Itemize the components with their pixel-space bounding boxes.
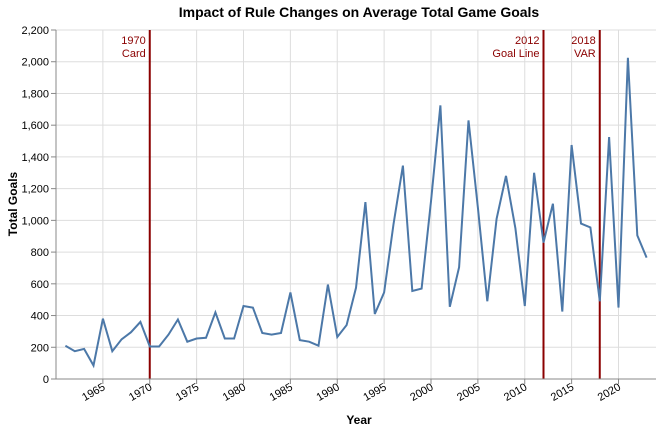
rule-change-name-label: Goal Line bbox=[492, 48, 539, 60]
y-tick-label: 2,200 bbox=[21, 25, 49, 37]
x-tick-label: 1975 bbox=[174, 381, 201, 404]
x-tick-label: 1965 bbox=[80, 381, 107, 404]
y-tick-label: 1,400 bbox=[21, 152, 49, 164]
total-goals-line bbox=[64, 57, 648, 369]
x-tick-label: 2005 bbox=[455, 381, 482, 404]
y-tick-label: 2,000 bbox=[21, 57, 49, 69]
y-tick-label: 1,600 bbox=[21, 120, 49, 132]
y-tick-label: 1,800 bbox=[21, 88, 49, 100]
rule-change-year-label: 1970 bbox=[121, 35, 145, 47]
y-tick-label: 200 bbox=[31, 342, 49, 354]
x-tick-label: 2010 bbox=[502, 381, 529, 404]
y-tick-label: 400 bbox=[31, 311, 49, 323]
x-tick-label: 1995 bbox=[361, 381, 388, 404]
rule-change-name-label: Card bbox=[122, 48, 146, 60]
x-tick-label: 1985 bbox=[268, 381, 295, 404]
x-tick-label: 1980 bbox=[221, 381, 248, 404]
y-tick-label: 800 bbox=[31, 247, 49, 259]
y-tick-label: 600 bbox=[31, 279, 49, 291]
x-tick-label: 2015 bbox=[549, 381, 576, 404]
chart-title: Impact of Rule Changes on Average Total … bbox=[179, 4, 540, 20]
rule-change-name-label: VAR bbox=[574, 48, 596, 60]
series bbox=[64, 57, 648, 369]
x-tick-label: 2020 bbox=[596, 381, 623, 404]
x-axis-title: Year bbox=[346, 413, 372, 427]
rule-change-year-label: 2012 bbox=[515, 35, 539, 47]
y-axis-title: Total Goals bbox=[6, 171, 20, 236]
grid bbox=[56, 29, 656, 380]
y-tick-label: 1,200 bbox=[21, 184, 49, 196]
x-tick-label: 1990 bbox=[315, 381, 342, 404]
rule-change-year-label: 2018 bbox=[571, 35, 595, 47]
x-tick-label: 1970 bbox=[127, 381, 154, 404]
y-tick-label: 1,000 bbox=[21, 215, 49, 227]
y-tick-label: 0 bbox=[43, 374, 49, 386]
x-tick-label: 2000 bbox=[408, 381, 435, 404]
